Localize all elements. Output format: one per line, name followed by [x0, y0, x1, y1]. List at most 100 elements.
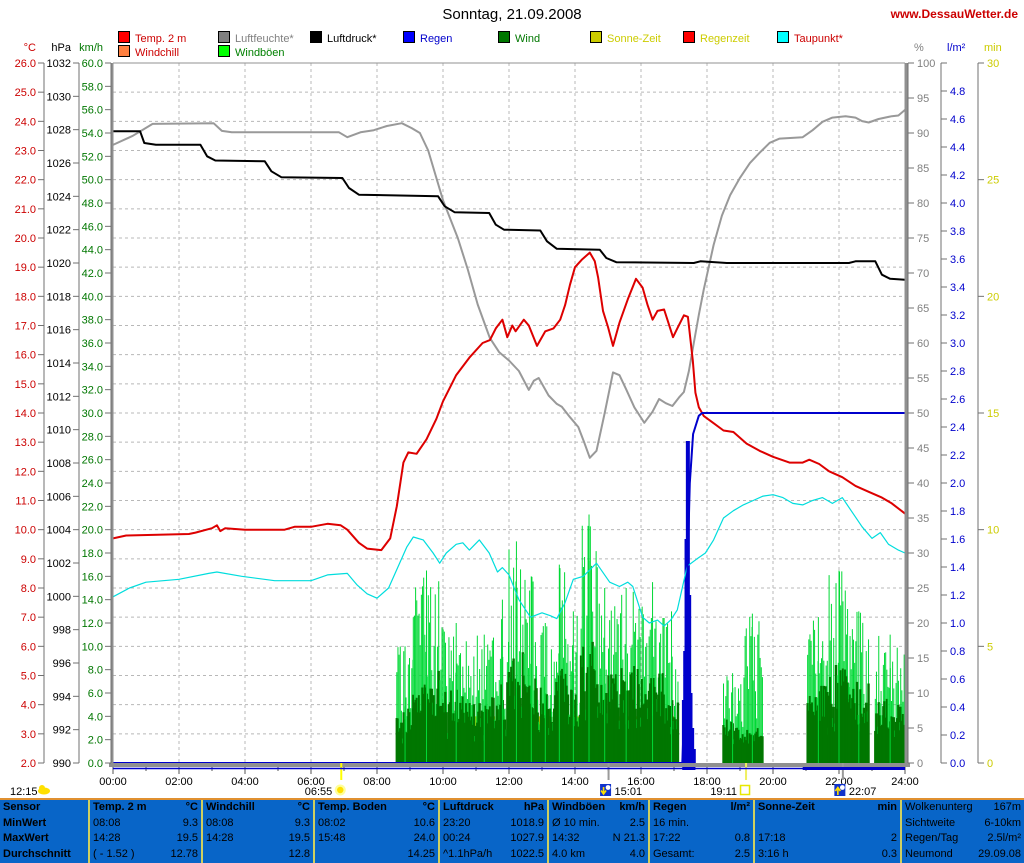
moon-arrow-down-icon — [600, 784, 612, 796]
table-cell: °C — [297, 801, 310, 813]
axis-tick-label: 20 — [987, 291, 999, 303]
axis-tick-label: 5 — [917, 723, 923, 735]
axis-tick-label: 40.0 — [82, 291, 103, 303]
table-cell: 19.5 — [176, 832, 198, 845]
moon-marker-label: 12:15 — [10, 786, 38, 798]
table-cell: Sichtweite — [905, 816, 956, 829]
axis-tick-label: 1016 — [47, 325, 71, 337]
axis-tick-label: 1022 — [47, 225, 71, 237]
table-cell: Sonne-Zeit — [758, 801, 815, 813]
axis-tick-label: 13.0 — [15, 437, 36, 449]
table-cell: 23:20 — [443, 816, 471, 829]
legend-label: Luftdruck* — [327, 33, 377, 45]
axis-tick-label: 1.6 — [950, 534, 965, 546]
table-cell: 4.0 km — [552, 848, 586, 861]
moon-arrow-up-icon — [834, 786, 842, 795]
legend-item-temp-2-m: Temp. 2 m — [118, 31, 187, 45]
axis-tick-label: 12.0 — [82, 618, 103, 630]
axis-tick-label: 18.0 — [15, 291, 36, 303]
site-link[interactable]: www.DessauWetter.de — [890, 7, 1018, 21]
axis-tick-label: 2.2 — [950, 450, 965, 462]
axis-tick-label: 70 — [917, 268, 929, 280]
axis-tick-label: 4.4 — [950, 142, 965, 154]
axis-tick-label: 25.0 — [15, 87, 36, 99]
table-cell: hPa — [523, 801, 544, 813]
moonset-marker-label: 22:07 — [849, 786, 877, 798]
table-cell: 24.0 — [413, 832, 435, 845]
table-cell: 14:28 — [206, 832, 234, 845]
legend-swatch-icon — [403, 31, 415, 43]
axis-tick-label: 3.0 — [950, 338, 965, 350]
axis-tick-label: 10.0 — [15, 525, 36, 537]
axis-tick-label: 4.8 — [950, 86, 965, 98]
table-cell: 16 min. — [653, 816, 690, 829]
legend-swatch-icon — [218, 31, 230, 43]
axis-tick-label: 50 — [917, 408, 929, 420]
axis-tick-label: 2.6 — [950, 394, 965, 406]
table-cell: 17:18 — [758, 832, 786, 845]
legend-item-luftdruck-: Luftdruck* — [310, 31, 377, 45]
table-cell: 12.8 — [288, 848, 310, 861]
table-cell: 00:24 — [443, 832, 471, 845]
table-cell: 10.6 — [413, 816, 435, 829]
table-cell: l/m² — [730, 801, 750, 813]
axis-tick-label: 10.0 — [82, 641, 103, 653]
axis-tick-label: 12.0 — [15, 466, 36, 478]
table-cell: 2 — [890, 832, 897, 845]
axis-tick-label: 35 — [917, 513, 929, 525]
table-cell: 29.09.08 — [978, 848, 1021, 861]
legend-swatch-icon — [683, 31, 695, 43]
axis-tick-label: 16.0 — [82, 571, 103, 583]
table-cell: °C — [185, 801, 198, 813]
x-axis-label: 20:00 — [759, 776, 787, 788]
axis-tick-label: 26.0 — [82, 455, 103, 467]
table-cell: 4.0 — [629, 848, 645, 861]
sunrise-marker-label: 06:55 — [305, 786, 333, 798]
axis-tick-label: 1024 — [47, 191, 71, 203]
legend-label: Taupunkt* — [794, 33, 843, 45]
axis-unit-label: min — [984, 42, 1002, 54]
axis-tick-label: 18.0 — [82, 548, 103, 560]
axis-tick-label: 45 — [917, 443, 929, 455]
table-cell: MinWert — [3, 816, 47, 829]
axis-tick-label: 0.0 — [950, 758, 965, 770]
legend-item-windb-en: Windböen — [218, 45, 285, 59]
axis-tick-label: 0.0 — [88, 758, 103, 770]
axis-tick-label: 8.0 — [21, 583, 36, 595]
axis-tick-label: 1032 — [47, 58, 71, 70]
table-cell: ^1.1hPa/h — [443, 848, 493, 861]
axis-tick-label: 4.0 — [950, 198, 965, 210]
table-cell: Luftdruck — [443, 801, 494, 813]
table-cell: km/h — [619, 801, 645, 813]
axis-tick-label: 65 — [917, 303, 929, 315]
axis-tick-label: 14.0 — [15, 408, 36, 420]
axis-tick-label: 1.4 — [950, 562, 965, 574]
axis-tick-label: 4.6 — [950, 114, 965, 126]
axis-tick-label: 992 — [53, 725, 71, 737]
x-axis-label: 04:00 — [231, 776, 259, 788]
legend-label: Temp. 2 m — [135, 33, 187, 45]
table-cell: 167m — [993, 801, 1021, 813]
legend-swatch-icon — [777, 31, 789, 43]
axis-tick-label: 1014 — [47, 358, 71, 370]
stats-column-windb-en: Windböen km/h Ø 10 min. 2.5 14:32 N 21.3 4.0 k… — [547, 800, 648, 863]
chart-legend: Temp. 2 m Luftfeuchte* Luftdruck* Regen Wind… — [0, 0, 1024, 60]
axis-tick-label: 30 — [987, 58, 999, 70]
legend-item-luftfeuchte-: Luftfeuchte* — [218, 31, 294, 45]
table-cell: min — [877, 801, 897, 813]
stats-column-temp-boden: Temp. Boden °C 08:02 10.6 15:48 24.0 14.25 — [313, 800, 438, 863]
axis-tick-label: 5.0 — [21, 671, 36, 683]
axis-unit-label: hPa — [51, 42, 71, 54]
axis-tick-label: 40 — [917, 478, 929, 490]
axis-tick-label: 1006 — [47, 491, 71, 503]
axis-tick-label: 16.0 — [15, 350, 36, 362]
stats-column-sonne-zeit: Sonne-Zeit min 17:18 2 3:16 h 0.3 — [753, 800, 900, 863]
table-cell: Windböen — [552, 801, 606, 813]
table-cell: 2.5 — [734, 848, 750, 861]
moon-arrow-up-icon — [839, 785, 845, 790]
axis-tick-label: 2.8 — [950, 366, 965, 378]
legend-label: Luftfeuchte* — [235, 33, 294, 45]
x-axis-label: 10:00 — [429, 776, 457, 788]
axis-tick-label: 85 — [917, 163, 929, 175]
